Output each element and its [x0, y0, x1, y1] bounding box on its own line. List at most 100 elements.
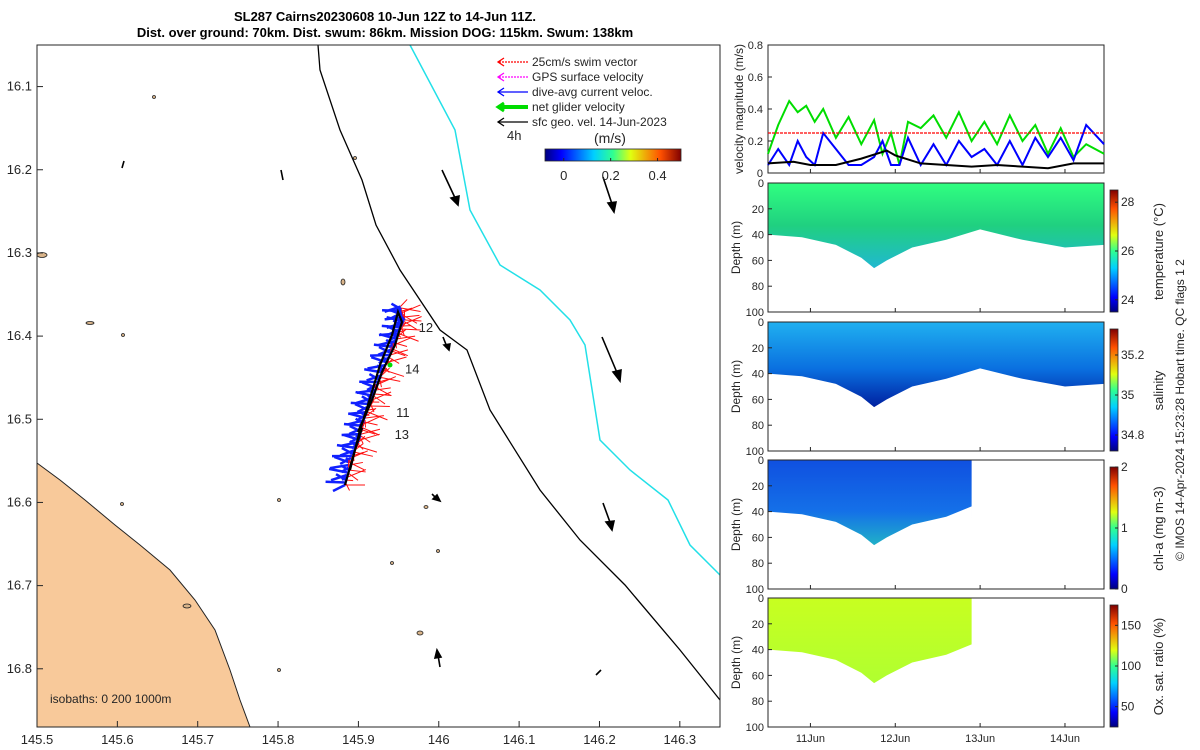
dive-avg-current-vector: [330, 473, 348, 482]
isobaths-label: isobaths: 0 200 1000m: [50, 692, 171, 706]
section-panel: 0 20 40 60 80 100 Depth (m) 34.8 35 35.2 salinity: [729, 317, 1166, 458]
swim-vector: [379, 379, 382, 388]
time-axis: 11Jun 12Jun 13Jun 14Jun: [796, 169, 1080, 745]
dive-avg-current-vector: [340, 466, 350, 474]
colorbar-ticks: 0 0.2 0.4: [560, 158, 667, 183]
depth-tick-label: 100: [746, 307, 764, 319]
colorbar-tick-label: 28: [1121, 195, 1135, 209]
swim-vector: [362, 427, 380, 436]
map-frame: [36, 44, 721, 728]
colorbar-tick-label: 26: [1121, 244, 1135, 258]
depth-tick-label: 100: [746, 584, 764, 596]
swim-vector: [394, 342, 408, 347]
depth-tick-label: 100: [746, 722, 764, 734]
depth-tick-label: 0: [758, 317, 764, 329]
dive-avg-current-vector: [332, 483, 346, 493]
dive-avg-current-vector: [339, 448, 356, 457]
dive-avg-current-vector: [367, 363, 387, 370]
swim-vector: [371, 391, 392, 401]
section-variable-label: chl-a (mg m-3): [1151, 486, 1166, 571]
depth-tick-label: 0: [758, 455, 764, 467]
colorbar-tick-label: 0.4: [649, 168, 667, 183]
swim-vector: [366, 413, 370, 417]
map-x-tick-label: 146.1: [503, 732, 536, 747]
section-field: [768, 183, 1104, 269]
isobath-1000m: [409, 45, 720, 576]
swim-vector: [360, 435, 371, 443]
section-variable-label: Ox. sat. ratio (%): [1151, 618, 1166, 716]
legend-label: net glider velocity: [532, 100, 625, 114]
swim-vector: [364, 419, 367, 428]
section-axes-frame: [767, 321, 1105, 452]
colorbar-tick-label: 34.8: [1121, 428, 1145, 442]
map-y-tick-label: 16.4: [7, 328, 32, 343]
map-y-tick-label: 16.1: [7, 79, 32, 94]
swim-vector: [375, 387, 391, 391]
swim-vector: [362, 429, 376, 435]
swim-vector: [398, 333, 419, 342]
colorbar-units: (m/s): [594, 130, 626, 146]
depth-tick-label: 60: [752, 670, 764, 682]
glider-track: [325, 299, 422, 493]
depth-tick-label: 80: [752, 558, 764, 570]
legend-label: dive-avg current veloc.: [532, 85, 653, 99]
depth-tick-label: 100: [746, 446, 764, 458]
map-x-axis: 145.5 145.6 145.7 145.8 145.9 146 146.1 146.2 14…: [21, 721, 696, 747]
depth-tick-label: 60: [752, 255, 764, 267]
dive-avg-current-vector: [377, 339, 396, 347]
swim-vector: [368, 408, 375, 411]
section-axes-frame: [767, 459, 1105, 590]
colorbar-tick-label: 150: [1121, 618, 1141, 632]
dive-avg-current-vector: [329, 463, 350, 470]
swim-vector: [391, 350, 406, 357]
title-line-2: Dist. over ground: 70km. Dist. swum: 86k…: [136, 25, 634, 40]
velocity-y-tick-label: 0.2: [748, 136, 763, 148]
legend-arrowhead: [496, 72, 505, 82]
time-scale-label: 4h: [507, 128, 521, 143]
swim-vector: [365, 415, 384, 419]
velocity-series-line: [767, 99, 1105, 166]
swim-vector: [364, 421, 378, 426]
swim-vector: [404, 319, 422, 322]
depth-tick-label: 60: [752, 532, 764, 544]
colorbar-tick-label: 0: [560, 168, 567, 183]
section-variable-label: salinity: [1151, 370, 1166, 410]
map-x-tick-label: 146.2: [583, 732, 616, 747]
depth-tick-label: 80: [752, 281, 764, 293]
swim-vector: [384, 367, 390, 373]
swim-vector: [392, 348, 409, 357]
depth-tick-label: 40: [752, 230, 764, 242]
section-panel: 0 20 40 60 80 100 Depth (m) 0 1 2 chl-a (mg m-3): [729, 455, 1166, 596]
time-tick-label: 14Jun: [1050, 733, 1080, 745]
colorbar-tick-label: 0.2: [602, 168, 620, 183]
colorbar-tick-label: 100: [1121, 659, 1141, 673]
dive-avg-current-vector: [328, 467, 348, 474]
map-x-tick-label: 145.8: [262, 732, 295, 747]
swim-vector: [400, 299, 408, 307]
map-x-tick-label: 145.5: [21, 732, 54, 747]
depth-axis-label: Depth (m): [729, 636, 743, 689]
swim-vector: [401, 309, 404, 317]
swim-vector: [403, 315, 418, 324]
map-y-tick-label: 16.7: [7, 578, 32, 593]
section-axes-frame: [767, 182, 1105, 313]
velocity-y-tick-label: 0: [757, 168, 763, 180]
velocity-ylabel: velocity magnitude (m/s): [732, 44, 746, 174]
swim-vector: [378, 376, 397, 385]
depth-axis-label: Depth (m): [729, 360, 743, 413]
colorbar-tick-label: 35: [1121, 388, 1135, 402]
velocity-y-tick-label: 0.6: [748, 72, 763, 84]
colorbar-tick-label: 1: [1121, 521, 1128, 535]
map-y-tick-label: 16.6: [7, 494, 32, 509]
colorbar-tick-label: 24: [1121, 293, 1135, 307]
depth-tick-label: 60: [752, 394, 764, 406]
dive-avg-current-vector: [384, 305, 401, 313]
velocity-panel: 0 0.2 0.4 0.6 0.8 velocity magnitude (m/s): [732, 40, 1105, 180]
swim-vector: [383, 369, 405, 377]
depth-tick-label: 40: [752, 369, 764, 381]
section-field: [768, 322, 1104, 408]
depth-axis-label: Depth (m): [729, 221, 743, 274]
dive-avg-current-vector: [370, 356, 388, 364]
map-y-axis: 16.1 16.2 16.3 16.4 16.5 16.6 16.7 16.8: [7, 79, 43, 676]
